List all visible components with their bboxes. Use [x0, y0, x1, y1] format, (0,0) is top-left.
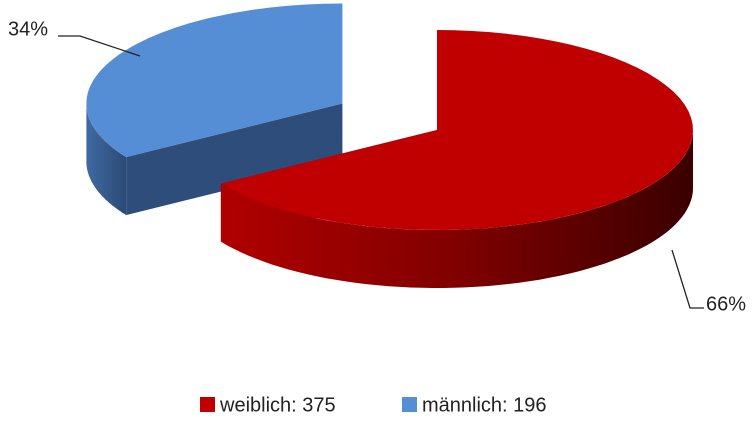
pie-slice — [86, 3, 343, 158]
data-label: 66% — [706, 293, 746, 315]
legend-label: weiblich: 375 — [219, 394, 336, 416]
slice — [86, 3, 343, 216]
legend-swatch — [402, 397, 417, 412]
slice — [220, 30, 693, 288]
pie-slice — [220, 30, 693, 230]
leader-line — [58, 35, 141, 57]
slice-side — [220, 130, 693, 288]
leader-line — [671, 249, 704, 309]
slice-cut-face — [126, 103, 343, 216]
legend-swatch — [200, 397, 215, 412]
slice-side — [86, 103, 127, 216]
legend-label: männlich: 196 — [422, 394, 547, 416]
data-label: 34% — [8, 18, 48, 40]
